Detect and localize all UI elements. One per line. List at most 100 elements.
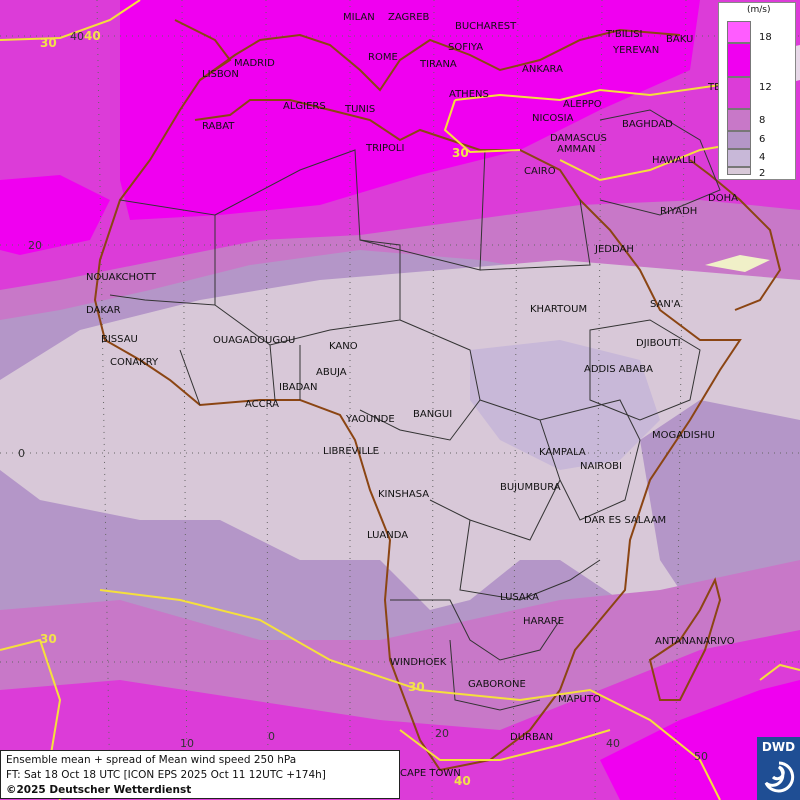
city-label: CONAKRY [110,357,159,368]
city-label: OUAGADOUGOU [213,335,295,346]
city-label: JEDDAH [594,244,634,255]
city-label: MILAN [343,12,375,23]
city-label: RABAT [202,121,235,132]
city-label: ABUJA [316,367,347,378]
city-label: YEREVAN [612,45,659,56]
dwd-swirl-icon [764,761,795,793]
city-label: TRIPOLI [365,143,404,154]
jet-max-south [600,680,800,800]
lat-label-20: 20 [28,239,42,252]
city-label: LIBREVILLE [323,446,379,457]
dwd-logo: DWD [757,737,800,800]
coastlines [93,19,782,772]
city-label: MADRID [234,58,275,69]
legend-level: 6 [759,134,766,145]
city-label: MAPUTO [558,694,601,705]
city-label: BAGHDAD [622,119,673,130]
city-label: BUJUMBURA [500,482,561,493]
color-legend: (m/s) 18 12 8 6 4 2 [718,2,796,180]
city-label: TIRANA [419,59,457,70]
city-label: IBADAN [279,382,318,393]
legend-unit: (m/s) [747,5,771,15]
city-label: ANKARA [522,64,563,75]
jet-max-north [120,0,700,220]
legend-level: 8 [759,115,766,126]
legend-swatch [727,149,751,167]
city-label: DAKAR [86,305,121,316]
legend-level: 2 [759,168,766,179]
legend-swatch [727,77,751,109]
city-label: NAIROBI [580,461,622,472]
city-label: KAMPALA [539,447,586,458]
city-label: BISSAU [101,334,138,345]
legend-level: 12 [759,82,772,93]
contour-label: 30 [452,146,469,160]
contour-label: 30 [40,632,57,646]
city-label: ANTANANARIVO [655,636,735,647]
info-copyright: ©2025 Deutscher Wetterdienst [6,784,192,796]
lon-label-0: 0 [268,730,275,743]
legend-swatch [727,21,751,43]
city-label: ZAGREB [388,12,430,23]
city-label: BANGUI [413,409,452,420]
city-label: SOFIYA [448,42,483,53]
jet-max-west [0,175,110,255]
contour-labels: 30 40 30 30 30 40 [40,29,471,788]
legend-level: 4 [759,152,766,163]
moderate-patch-1 [470,340,660,470]
moderate-patch-2 [140,530,300,600]
lon-label-50: 50 [694,750,708,763]
lon-label-40: 40 [606,737,620,750]
contour-label: 40 [454,774,471,788]
city-label: DAMASCUS [550,133,607,144]
lat-label-0: 0 [18,447,25,460]
city-label: LISBON [202,69,239,80]
city-label: ACCRA [245,399,279,410]
city-label: TUNIS [344,104,375,115]
city-label: HARARE [523,616,564,627]
city-label: WINDHOEK [390,657,447,668]
contour-label: 40 [84,29,101,43]
city-label: ADDIS ABABA [584,364,653,375]
city-label: HAWALLI [652,155,696,166]
legend-swatch [727,167,751,175]
lon-labels: 0 10 20 40 50 [180,727,708,763]
country-borders [109,109,721,711]
city-label: SAN'A [650,299,681,310]
city-label: DAR ES SALAAM [584,515,666,526]
city-label: BUCHAREST [455,21,517,32]
city-label: KANO [329,341,358,352]
lon-label-10: 10 [180,737,194,750]
city-label: ROME [368,52,398,63]
city-label: LUANDA [367,530,408,541]
city-label: ALEPPO [563,99,602,110]
city-label: YAOUNDE [345,414,395,425]
city-label: CAPE TOWN [400,768,461,779]
weak-spot-arabia [705,255,770,272]
info-title: Ensemble mean + spread of Mean wind spee… [6,754,297,766]
city-label: CAIRO [524,166,556,177]
legend-level: 18 [759,32,772,43]
lon-label-20: 20 [435,727,449,740]
lat-labels: 40 20 0 [18,30,84,460]
legend-swatch [727,131,751,149]
info-box: Ensemble mean + spread of Mean wind spee… [0,750,400,799]
city-label: ATHENS [449,89,489,100]
city-label: LUSAKA [500,592,539,603]
legend-swatch [727,43,751,77]
lat-label-40: 40 [70,30,84,43]
contour-label: 30 [40,36,57,50]
city-label: DOHA [708,193,738,204]
city-label: ALGIERS [283,101,326,112]
city-label: NOUAKCHOTT [86,272,157,283]
city-label: BAKU [666,34,693,45]
city-label: KINSHASA [378,489,429,500]
city-label: GABORONE [468,679,526,690]
info-forecast-time: FT: Sat 18 Oct 18 UTC [ICON EPS 2025 Oct… [6,769,326,781]
moderate-patch-3 [0,510,110,600]
city-label: MOGADISHU [652,430,715,441]
city-labels: MILAN ZAGREB BUCHAREST T'BILISI BAKU YEREVAN T… [86,12,741,779]
